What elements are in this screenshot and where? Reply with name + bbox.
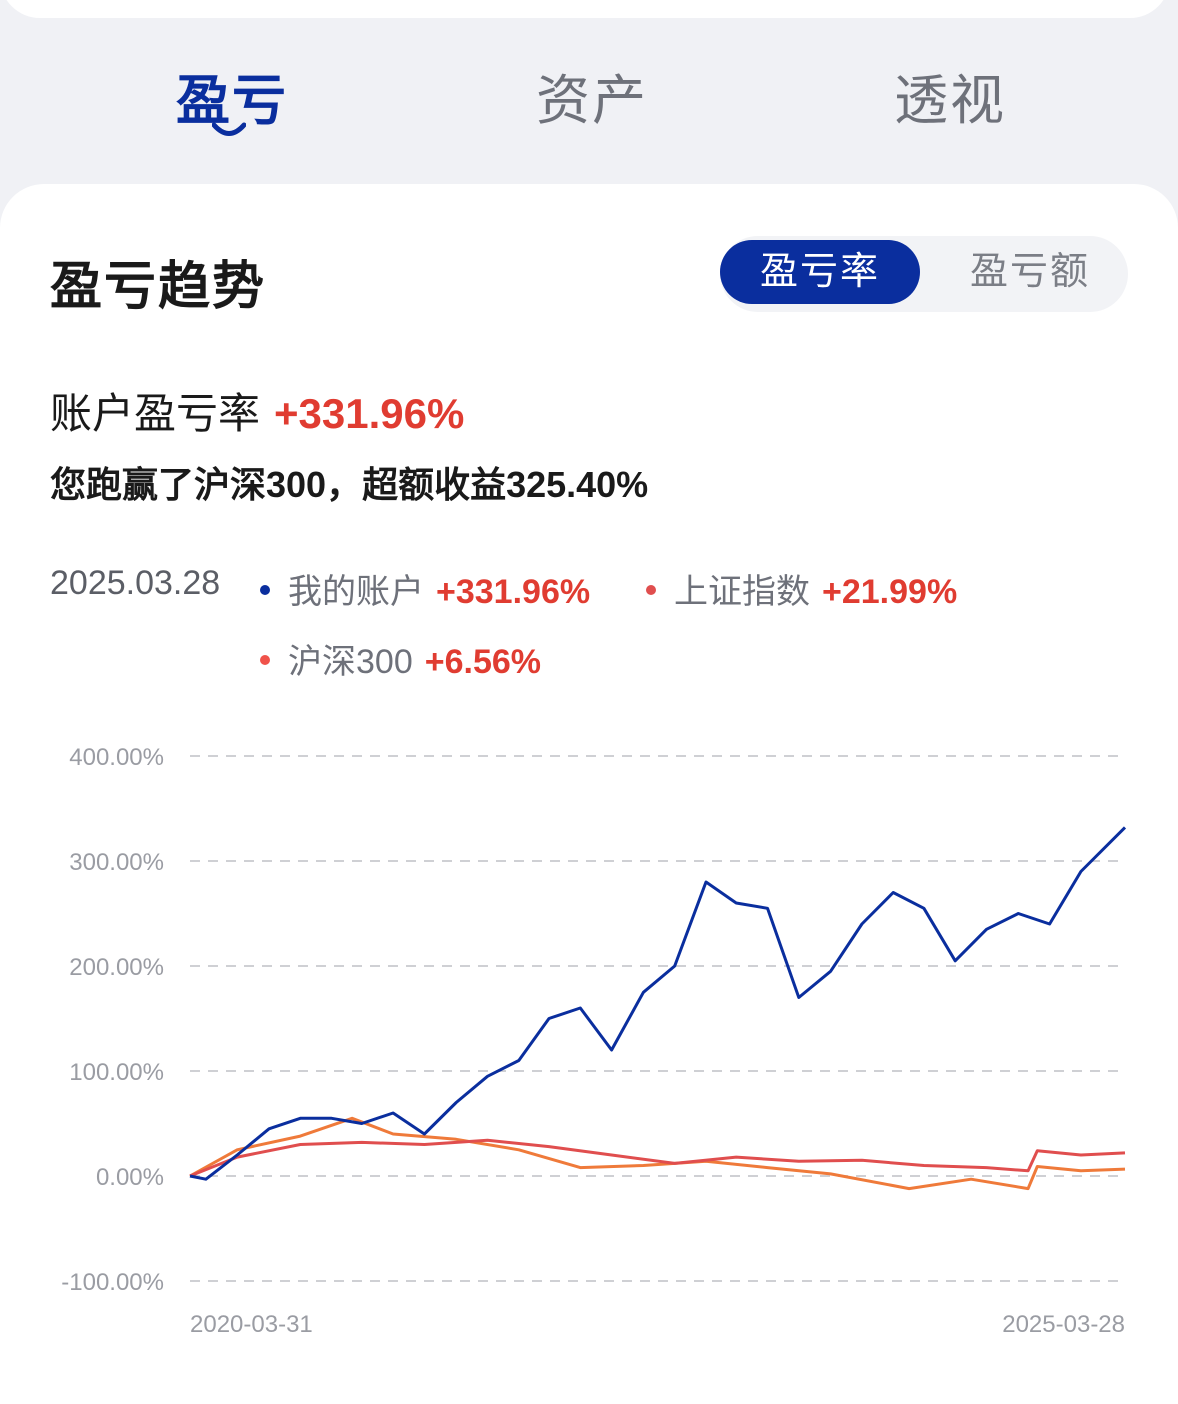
series-line-account <box>189 826 1127 1181</box>
series-line-csi300 <box>189 1116 1126 1191</box>
top-card <box>0 0 1170 18</box>
legend-name: 沪深300 <box>288 643 413 681</box>
x-tick-label: 2020-03-31 <box>190 1311 313 1338</box>
toggle-rate-button[interactable]: 盈亏率 <box>720 240 920 304</box>
legend-item-account: 我的账户 +331.96% <box>260 564 590 613</box>
y-tick-label: 0.00% <box>96 1164 164 1191</box>
legend-value: +6.56% <box>424 643 541 681</box>
metric-toggle: 盈亏率 盈亏额 <box>720 236 1128 312</box>
panel-title: 盈亏趋势 <box>50 258 267 316</box>
active-tab-indicator-icon <box>212 122 246 136</box>
legend-dot-icon <box>260 655 270 666</box>
legend-date: 2025.03.28 <box>50 564 221 602</box>
legend-item-sse: 上证指数 +21.99% <box>646 564 957 613</box>
legend-dot-icon <box>260 585 270 596</box>
legend-item-csi300: 沪深300 +6.56% <box>260 634 541 683</box>
excess-return-text: 您跑赢了沪深300，超额收益325.40% <box>50 464 649 505</box>
trend-panel: 盈亏趋势 盈亏率 盈亏额 账户盈亏率 +331.96% 您跑赢了沪深300，超额收… <box>0 184 1178 1404</box>
legend-value: +331.96% <box>436 573 591 611</box>
legend-name: 上证指数 <box>674 573 810 611</box>
y-tick-label: 400.00% <box>69 744 164 771</box>
account-rate-value: +331.96% <box>274 390 465 437</box>
main-tabs: 盈亏 资产 透视 <box>0 56 1178 156</box>
series-line-sse <box>189 1138 1126 1178</box>
tab-insight[interactable]: 透视 <box>894 71 1006 131</box>
account-rate-label: 账户盈亏率 <box>50 390 261 437</box>
legend-value: +21.99% <box>822 573 958 611</box>
profit-trend-chart[interactable]: 400.00% 300.00% 200.00% 100.00% 0.00% -100.00… <box>0 0 1178 1373</box>
account-rate: 账户盈亏率 +331.96% <box>50 380 464 441</box>
tab-assets[interactable]: 资产 <box>536 71 648 131</box>
y-tick-label: 200.00% <box>69 954 164 981</box>
legend-name: 我的账户 <box>288 573 424 611</box>
x-tick-label: 2025-03-28 <box>1002 1311 1125 1338</box>
toggle-amount-button[interactable]: 盈亏额 <box>969 251 1090 293</box>
legend-dot-icon <box>646 585 656 596</box>
y-tick-label: 100.00% <box>69 1059 164 1086</box>
y-tick-label: -100.00% <box>61 1269 164 1296</box>
tab-profit-loss[interactable]: 盈亏 <box>176 71 288 131</box>
y-tick-label: 300.00% <box>69 849 164 876</box>
